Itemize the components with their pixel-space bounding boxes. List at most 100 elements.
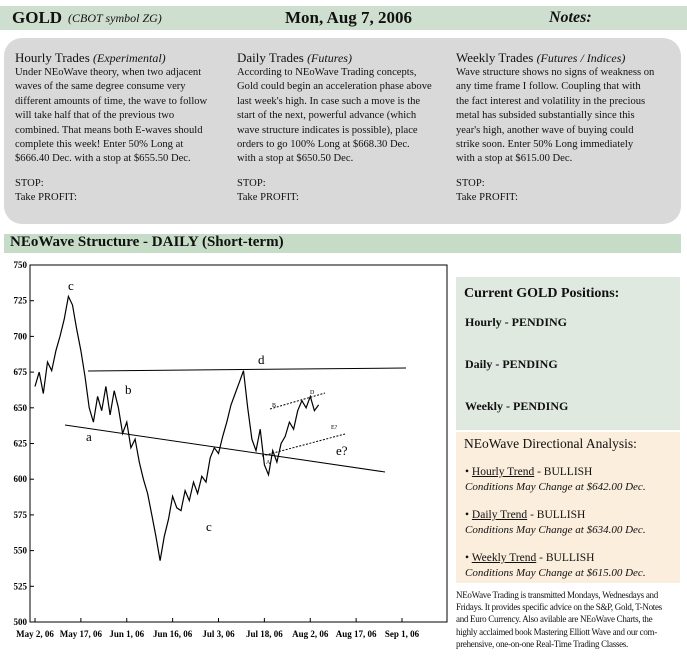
x-tick-label: May 2, 06 xyxy=(16,629,54,639)
trades-panel xyxy=(4,38,681,224)
notes-label: Notes: xyxy=(549,9,592,26)
x-tick-label: Jun 16, 06 xyxy=(153,629,193,639)
trade-qualifier: (Futures) xyxy=(307,51,352,65)
y-tick-label: 575 xyxy=(14,510,28,520)
footer-text: prehensive, one-on-one Real-Time Trading… xyxy=(456,638,628,649)
trend-line: • Hourly Trend - BULLISH xyxy=(465,466,592,478)
x-tick-label: Jul 18, 06 xyxy=(246,629,283,639)
trend-name: Hourly Trend xyxy=(471,466,535,478)
plot-frame xyxy=(29,264,448,623)
trade-qualifier: (Experimental) xyxy=(93,51,166,65)
date: Mon, Aug 7, 2006 xyxy=(285,8,413,27)
trade-profit: Take PROFIT: xyxy=(15,192,77,203)
trend-note: Conditions May Change at $615.00 Dec. xyxy=(465,567,646,579)
trade-heading: Daily Trades (Futures) xyxy=(237,50,352,66)
bullet: • xyxy=(465,509,470,521)
footer-text: NEoWave Trading is transmitted Mondays, … xyxy=(456,590,658,600)
x-tick-label: Jun 1, 06 xyxy=(109,629,144,639)
x-tick-label: Sep 1, 06 xyxy=(385,629,420,639)
trade-text: metal has subsided substantially since t… xyxy=(456,110,635,122)
annotation: D xyxy=(310,390,315,396)
trend-status: - BULLISH xyxy=(537,466,593,478)
annotation: b xyxy=(125,382,132,397)
trend-line: • Daily Trend - BULLISH xyxy=(465,509,585,521)
annotation: A xyxy=(266,460,271,466)
bullet: • xyxy=(465,552,470,564)
trend-name: Daily Trend xyxy=(471,509,528,521)
trade-text: combined. That means both E-waves should xyxy=(15,124,203,136)
trade-text: Under NEoWave theory, when two adjacent xyxy=(15,67,202,78)
y-tick-label: 525 xyxy=(14,581,28,591)
footer-text: highly acclaimed book Mastering Elliott … xyxy=(456,626,657,637)
trade-text: year's high, another wave of buying coul… xyxy=(456,124,634,136)
trade-text: orders to go 100% Long at $668.30 Dec. xyxy=(237,139,410,150)
y-tick-label: 750 xyxy=(14,260,28,270)
channel-line xyxy=(269,392,326,410)
annotation: a xyxy=(86,429,92,444)
analysis-box xyxy=(456,432,680,583)
trend-note: Conditions May Change at $642.00 Dec. xyxy=(465,481,646,493)
trend-note: Conditions May Change at $634.00 Dec. xyxy=(465,524,646,536)
y-tick-label: 650 xyxy=(14,403,28,413)
trade-text: According to NEoWave Trading concepts, xyxy=(237,67,417,78)
x-tick-label: Aug 2, 06 xyxy=(292,629,329,639)
trend-status: - BULLISH xyxy=(539,552,595,564)
trade-stop: STOP: xyxy=(15,178,44,189)
trendline xyxy=(87,367,407,372)
trade-text: any time frame I follow. Coupling that w… xyxy=(456,81,641,93)
annotation: c xyxy=(206,519,212,534)
annotation: d xyxy=(258,352,265,367)
annotation: e? xyxy=(336,443,348,458)
trade-text: different amounts of time, the wave to f… xyxy=(15,95,208,107)
trade-stop: STOP: xyxy=(237,178,266,189)
trade-profit: Take PROFIT: xyxy=(237,192,299,203)
trade-text: the fact interest and volatility in the … xyxy=(456,95,646,107)
trend-line: • Weekly Trend - BULLISH xyxy=(465,552,594,564)
trade-text: Gold could begin an acceleration phase a… xyxy=(237,81,432,93)
bullet: • xyxy=(465,466,470,478)
trade-heading: Weekly Trades (Futures / Indices) xyxy=(456,50,625,66)
trade-text: wave structure indicates is possible), p… xyxy=(237,124,418,136)
y-tick-label: 700 xyxy=(14,331,28,341)
trade-title: Hourly Trades xyxy=(15,50,90,65)
trade-text: Wave structure shows no signs of weaknes… xyxy=(456,67,655,78)
symbol: GOLD xyxy=(12,8,63,27)
trade-text: $666.40 Dec. with a stop at $655.50 Dec. xyxy=(15,153,191,165)
trade-text: start of the next, powerful advance (whi… xyxy=(237,110,417,122)
trade-text: last week's high. In case such a move is… xyxy=(237,95,421,107)
annotation: B xyxy=(272,403,276,409)
positions-box xyxy=(456,277,680,430)
y-tick-label: 675 xyxy=(14,367,28,377)
trade-qualifier: (Futures / Indices) xyxy=(536,51,626,65)
trade-text: strike soon. Enter 50% Long immediately xyxy=(456,139,634,150)
trend-name: Weekly Trend xyxy=(471,552,537,564)
y-tick-label: 625 xyxy=(14,439,28,449)
y-tick-label: 500 xyxy=(14,617,28,627)
position-item: Daily - PENDING xyxy=(465,357,558,371)
structure-bar: NEoWave Structure - DAILY (Short-term) xyxy=(4,234,681,253)
position-item: Hourly - PENDING xyxy=(465,315,567,329)
structure-title: NEoWave Structure - DAILY (Short-term) xyxy=(10,234,284,250)
x-tick-label: Aug 17, 06 xyxy=(336,629,377,639)
trend-status: - BULLISH xyxy=(530,509,586,521)
x-tick-label: May 17, 06 xyxy=(60,629,103,639)
trade-text: waves of the same degree consume very xyxy=(15,81,186,93)
channel-line xyxy=(261,433,346,457)
trade-heading: Hourly Trades (Experimental) xyxy=(15,50,166,66)
plot: 500 525 550 575 600 625 650 675 700 725 750 May 2, … xyxy=(14,260,420,639)
trade-text: complete this week! Enter 50% Long at xyxy=(15,139,184,150)
header-bar xyxy=(0,6,687,30)
y-tick-label: 725 xyxy=(14,296,28,306)
trade-title: Daily Trades xyxy=(237,50,304,65)
price-line xyxy=(34,294,320,561)
trade-profit: Take PROFIT: xyxy=(456,192,518,203)
positions-title: Current GOLD Positions: xyxy=(464,286,620,301)
trade-title: Weekly Trades xyxy=(456,50,534,65)
position-item: Weekly - PENDING xyxy=(465,399,569,413)
y-tick-label: 550 xyxy=(14,546,28,556)
annotation: c xyxy=(68,278,74,293)
footer-text: and Euro Currency. Also avilable are NEo… xyxy=(456,614,653,625)
trade-text: will take half that of the previous two xyxy=(15,110,175,122)
chart: 500 525 550 575 600 625 650 675 700 725 750 May 2, … xyxy=(14,260,448,639)
